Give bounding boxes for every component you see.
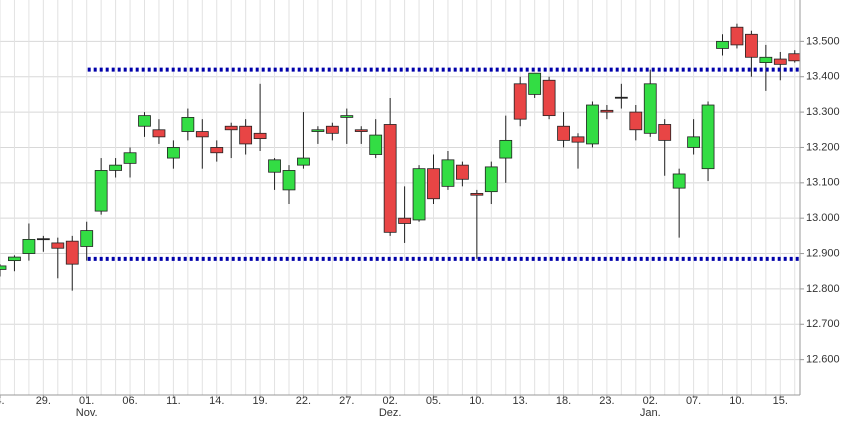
candle-body — [138, 115, 151, 127]
y-tick-label: 12.600 — [806, 354, 840, 366]
candle-body — [499, 139, 513, 159]
candle-body — [788, 53, 800, 62]
candle-body — [195, 131, 209, 138]
candle-body — [600, 109, 614, 113]
candle-body — [369, 134, 383, 155]
candle-body — [759, 56, 773, 63]
candle-body — [8, 256, 21, 262]
candle-body — [297, 157, 310, 166]
candle-body — [109, 164, 122, 171]
candle-body — [542, 79, 556, 117]
x-tick-label: 15. — [773, 395, 788, 407]
x-tick-label: 11. — [166, 395, 180, 407]
candle-body — [484, 166, 498, 193]
candle-body — [557, 125, 570, 141]
x-tick-label: 14. — [209, 395, 224, 407]
candle-body — [311, 129, 325, 132]
x-tick-label: 27. — [339, 395, 354, 407]
x-tick-label: 19. — [252, 395, 267, 407]
candle-body — [80, 230, 94, 247]
x-tick-label: 18. — [556, 395, 571, 407]
candle-body — [773, 58, 787, 65]
candle-body — [239, 125, 253, 145]
x-tick-label: 01. — [79, 395, 94, 407]
month-label: Jan. — [640, 407, 661, 419]
grid — [0, 0, 800, 395]
candle-body — [629, 111, 643, 131]
candle-body — [672, 173, 686, 189]
candle-body — [571, 136, 585, 143]
candle-body — [745, 33, 758, 58]
y-tick-label: 13.200 — [806, 141, 840, 153]
candle-body — [730, 26, 744, 46]
candle-body — [268, 159, 281, 173]
candle-body — [701, 104, 715, 170]
candle-body — [282, 170, 296, 191]
candle-body — [224, 125, 238, 131]
x-tick-label: 10. — [469, 395, 484, 407]
candle-body — [528, 72, 542, 95]
candle-body — [253, 132, 267, 140]
y-tick-label: 13.500 — [806, 35, 840, 47]
y-tick-label: 13.100 — [806, 177, 840, 189]
y-tick-label: 13.000 — [806, 212, 840, 224]
candle-body — [152, 129, 166, 138]
plot-area — [0, 23, 800, 291]
axes: 12.60012.70012.80012.90013.00013.10013.2… — [0, 0, 840, 419]
candle-body — [687, 136, 700, 148]
candle-body — [36, 238, 50, 241]
candle-body — [210, 147, 224, 154]
candle-body — [0, 265, 7, 270]
candle-body — [354, 129, 368, 132]
month-label: Nov. — [76, 407, 98, 419]
candle-body — [716, 40, 729, 49]
x-tick-label: 13. — [513, 395, 528, 407]
x-tick-label: 06. — [122, 395, 137, 407]
candle-body — [441, 159, 455, 187]
candle-body — [398, 217, 412, 224]
candle-body — [325, 125, 339, 134]
x-tick-label: 23. — [599, 395, 614, 407]
x-tick-label: 29. — [36, 395, 51, 407]
month-label: Dez. — [379, 407, 402, 419]
candle-body — [455, 164, 469, 180]
candle-body — [22, 238, 36, 254]
y-tick-label: 12.800 — [806, 283, 840, 295]
y-tick-label: 13.300 — [806, 106, 840, 118]
candle-body — [470, 193, 484, 196]
y-tick-label: 12.900 — [806, 247, 840, 259]
candle-body — [181, 116, 195, 132]
candle-body — [658, 124, 672, 141]
candle-body — [340, 115, 354, 118]
x-tick-label: 02. — [383, 395, 398, 407]
candle-body — [513, 83, 527, 120]
candle-body — [412, 168, 426, 221]
candle-body — [94, 170, 108, 212]
candle-body — [427, 168, 440, 200]
candle-body — [614, 96, 628, 99]
x-tick-label: 10. — [729, 395, 744, 407]
candle-body — [65, 240, 79, 265]
candle-body — [586, 104, 599, 145]
x-tick-label: 22. — [296, 395, 311, 407]
candle-body — [166, 147, 180, 159]
candle-body — [383, 124, 397, 233]
y-tick-label: 13.400 — [806, 71, 840, 83]
candle-body — [643, 83, 657, 134]
x-tick-label: 02. — [643, 395, 658, 407]
y-tick-label: 12.700 — [806, 318, 840, 330]
candle-body — [51, 242, 65, 249]
candle-body — [123, 152, 137, 164]
x-tick-label: 05. — [426, 395, 441, 407]
x-tick-label: 07. — [686, 395, 701, 407]
x-tick-label: 4. — [0, 395, 5, 407]
